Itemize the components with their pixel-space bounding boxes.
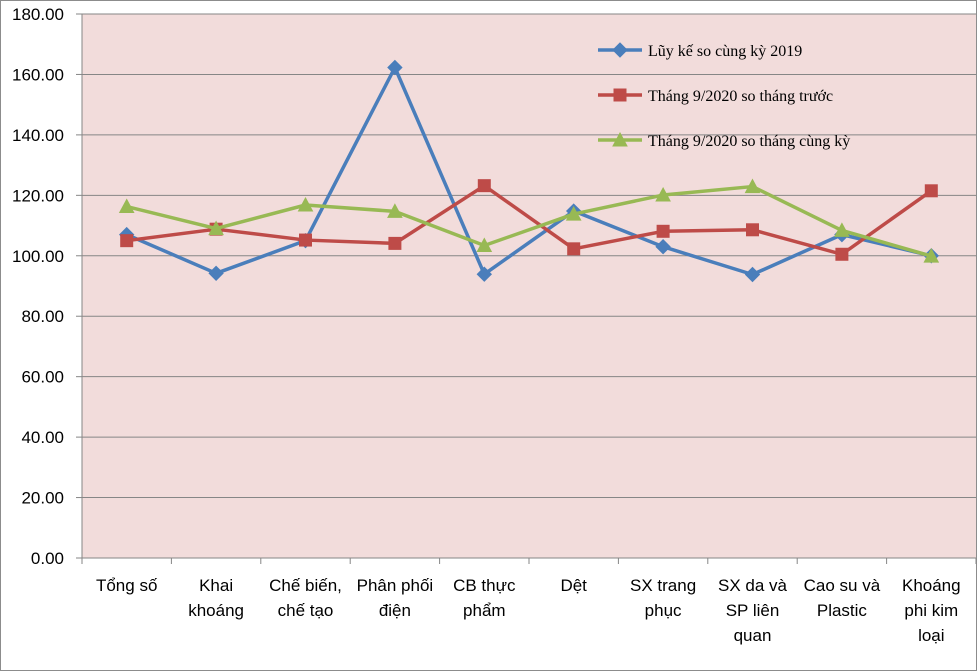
y-tick-label: 80.00 (21, 307, 64, 326)
y-tick-label: 100.00 (12, 247, 64, 266)
x-tick-label-line: Plastic (817, 601, 868, 620)
x-tick-label-line: CB thực (453, 576, 516, 595)
x-tick-label-line: phục (645, 601, 682, 620)
x-tick-label-line: Phân phối (357, 576, 434, 595)
x-tick-label: Phân phối điện (357, 576, 434, 620)
y-tick-label: 180.00 (12, 5, 64, 24)
data-point (835, 247, 849, 261)
y-tick-label: 20.00 (21, 489, 64, 508)
data-point (387, 59, 403, 76)
x-tick-label-line: Chế biến, (269, 576, 342, 595)
data-point (208, 220, 224, 236)
x-tick-label: Tổng số (96, 576, 158, 595)
legend-swatch-marker (612, 131, 628, 147)
x-tick-label: CB thực phẩm (453, 576, 516, 620)
x-tick-label-line: khoáng (188, 601, 244, 620)
series-2 (120, 179, 938, 261)
data-point (388, 236, 402, 250)
x-tick-label-line: SP liên (726, 601, 780, 620)
data-point (567, 242, 581, 256)
x-tick-label: Dệt (560, 576, 587, 595)
plot-area (82, 14, 976, 558)
x-tick-label-line: SX da và (718, 576, 788, 595)
data-point (299, 233, 312, 247)
x-tick-label-line: chế tạo (278, 601, 334, 620)
legend: Lũy kế so cùng kỳ 2019 Tháng 9/2020 so th… (598, 42, 850, 150)
data-point (297, 196, 314, 212)
series-line (126, 183, 933, 257)
axes (81, 14, 977, 564)
data-point (387, 203, 403, 218)
y-axis-tick-labels: 0.00 20.00 40.00 60.00 80.00 100.00 120.00 140.… (12, 5, 64, 568)
data-point (744, 266, 761, 283)
x-tick-label-line: Dệt (560, 576, 587, 595)
y-tick-label: 60.00 (21, 368, 64, 387)
data-point (476, 266, 493, 282)
series-line (126, 184, 932, 258)
y-tick-label: 120.00 (12, 186, 64, 205)
data-point (744, 178, 761, 194)
legend-swatch-marker (613, 88, 627, 102)
series-line (126, 65, 932, 277)
data-point (120, 234, 134, 248)
legend-entry: Tháng 9/2020 so tháng cùng kỳ (598, 131, 850, 150)
data-point (655, 239, 671, 255)
data-point (208, 265, 224, 282)
x-tick-label-line: SX trang (630, 576, 696, 595)
x-tick-label: Chế biến, chế tạo (269, 576, 342, 620)
x-tick-label: Khoáng phi kim loại (902, 576, 961, 645)
x-tick-label: Cao su và Plastic (804, 576, 881, 620)
data-point (118, 198, 135, 214)
x-tick-label-line: điện (379, 601, 411, 620)
x-tick-label-line: phi kim (904, 601, 958, 620)
data-point (834, 222, 850, 237)
data-point (476, 237, 493, 253)
legend-swatch-marker (612, 42, 628, 58)
x-tick-label-line: loại (918, 626, 944, 645)
y-tick-label: 40.00 (21, 428, 64, 447)
x-tick-label-line: Cao su và (804, 576, 881, 595)
y-tick-label: 160.00 (12, 65, 64, 84)
legend-entry: Tháng 9/2020 so tháng trước (598, 88, 833, 105)
data-point (655, 186, 671, 202)
y-tick-label: 0.00 (31, 549, 64, 568)
data-point (923, 248, 940, 263)
x-tick-label-line: Tổng số (96, 576, 158, 595)
series-group (118, 59, 940, 283)
data-point (746, 223, 759, 237)
x-tick-label-line: phẩm (463, 601, 506, 620)
x-tick-label: SX da và SP liên quan (718, 576, 788, 645)
x-axis-tick-labels: Tổng số Khai khoáng Chế biến, chế tạo Phân ph… (96, 576, 961, 645)
gridlines (76, 13, 976, 559)
data-point (477, 179, 491, 193)
data-point (565, 206, 582, 221)
x-tick-label-line: Khai (199, 576, 233, 595)
legend-entry: Lũy kế so cùng kỳ 2019 (598, 42, 802, 60)
legend-label: Tháng 9/2020 so tháng trước (648, 88, 833, 105)
series-3 (118, 178, 940, 263)
y-tick-label: 140.00 (12, 126, 64, 145)
x-tick-label-line: Khoáng (902, 576, 961, 595)
legend-label: Tháng 9/2020 so tháng cùng kỳ (648, 133, 850, 150)
data-point (656, 224, 670, 238)
legend-label: Lũy kế so cùng kỳ 2019 (648, 43, 802, 60)
x-tick-label-line: quan (734, 626, 772, 645)
x-tick-label: SX trang phục (630, 576, 696, 620)
x-tick-label: Khai khoáng (188, 576, 244, 620)
data-point (924, 184, 938, 198)
